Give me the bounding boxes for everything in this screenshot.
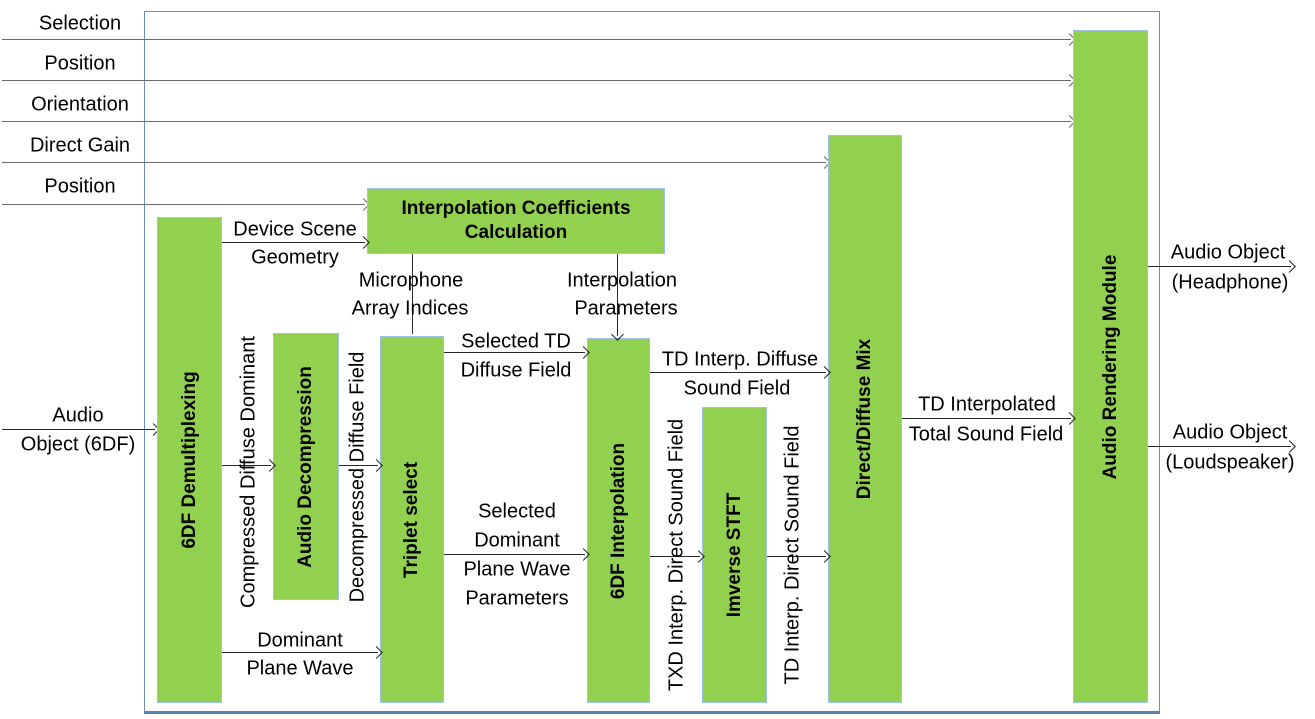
label-txd-interp-direct: TXD Interp. Direct Sound Field	[665, 418, 688, 692]
arrow-position-2	[2, 198, 370, 212]
arrow-compressed-diffuse-dominant	[222, 459, 276, 473]
block-inverse-stft-title: Imverse STFT	[723, 492, 745, 618]
connector-microphone-array-indices	[408, 254, 418, 336]
label-interp-params-line1: Interpolation	[566, 269, 678, 292]
label-loudspeaker-line1: Audio Object	[1172, 421, 1288, 444]
label-selected-td-line1: Selected TD	[461, 330, 571, 353]
arrow-orientation	[2, 115, 1076, 129]
label-device-scene-line1: Device Scene	[233, 218, 357, 241]
label-td-diffuse-line1: TD Interp. Diffuse	[661, 348, 819, 371]
label-headphone-line2: (Headphone)	[1171, 271, 1289, 294]
block-audio-rendering-module: Audio Rendering Module	[1073, 30, 1148, 703]
label-loudspeaker-line2: (Loudspeaker)	[1165, 451, 1295, 474]
label-td-total-line1: TD Interpolated	[918, 393, 1056, 416]
arrow-td-interp-direct	[767, 550, 831, 564]
arrow-td-interpolated-total	[902, 412, 1076, 426]
arrow-txd-interp-direct	[650, 550, 705, 564]
arrow-td-interp-diffuse	[650, 366, 831, 380]
arrow-audio-object-loudspeaker	[1148, 440, 1296, 454]
arrow-audio-object-6df	[2, 423, 160, 437]
block-triplet-select-title: Triplet select	[401, 461, 422, 578]
label-device-scene-line2: Geometry	[251, 246, 339, 269]
input-label-position: Position	[44, 52, 116, 75]
label-dominant-line1: Dominant	[257, 629, 343, 652]
input-label-direct-gain: Direct Gain	[29, 134, 131, 157]
arrow-direct-gain	[2, 156, 831, 170]
arrow-interpolation-parameters	[611, 254, 625, 341]
label-td-total-line2: Total Sound Field	[908, 423, 1064, 446]
label-selected-dominant-line3: Plane Wave	[463, 558, 571, 581]
arrow-audio-object-headphone	[1148, 260, 1296, 274]
arrow-selection	[2, 33, 1076, 47]
block-6df-demultiplexing-title: 6DF Demultiplexing	[178, 371, 200, 549]
label-td-interp-direct: TD Interp. Direct Sound Field	[781, 425, 804, 685]
label-dominant-line2: Plane Wave	[246, 657, 354, 680]
block-triplet-select: Triplet select	[380, 336, 444, 703]
source-label-line1: Audio	[52, 404, 104, 427]
label-headphone-line1: Audio Object	[1170, 241, 1286, 264]
label-compressed-diffuse-dominant: Compressed Diffuse Dominant	[237, 336, 260, 608]
arrow-selected-td-diffuse-field	[444, 346, 590, 360]
block-direct-diffuse-mix-title: Direct/Diffuse Mix	[854, 338, 875, 500]
block-audio-rendering-module-title: Audio Rendering Module	[1099, 254, 1121, 479]
block-direct-diffuse-mix: Direct/Diffuse Mix	[828, 135, 902, 703]
label-selected-dominant-line2: Dominant	[474, 529, 560, 552]
label-microphone-line2: Array Indices	[351, 297, 469, 320]
label-decompressed-diffuse-field: Decompressed Diffuse Field	[346, 351, 369, 603]
block-inverse-stft: Imverse STFT	[702, 407, 767, 703]
input-label-position-2: Position	[44, 175, 116, 198]
arrow-dominant-plane-wave	[222, 646, 383, 660]
label-selected-dominant-line1: Selected	[478, 500, 556, 523]
block-6df-interpolation: 6DF Interpolation	[587, 338, 650, 703]
label-microphone-line1: Microphone	[358, 269, 464, 292]
label-td-diffuse-line2: Sound Field	[683, 377, 791, 400]
input-label-orientation: Orientation	[31, 93, 129, 116]
input-label-selection: Selection	[38, 12, 122, 35]
block-audio-decompression: Audio Decompression	[273, 333, 339, 600]
block-icc-title: Interpolation Coefficients Calculation	[401, 198, 631, 243]
block-audio-decompression-title: Audio Decompression	[295, 365, 316, 568]
system-boundary-frame	[144, 11, 1160, 714]
arrow-device-scene-geometry	[222, 236, 370, 250]
source-label-line2: Object (6DF)	[20, 433, 136, 456]
block-interpolation-coefficients-calculation: Interpolation Coefficients Calculation	[367, 188, 665, 254]
label-selected-td-line2: Diffuse Field	[460, 359, 572, 382]
arrow-selected-dominant-parameters	[444, 548, 590, 562]
block-6df-demultiplexing: 6DF Demultiplexing	[157, 217, 222, 703]
arrow-decompressed-diffuse-field	[339, 459, 383, 473]
block-6df-interpolation-title: 6DF Interpolation	[607, 442, 629, 599]
label-interp-params-line2: Parameters	[574, 297, 678, 320]
label-selected-dominant-line4: Parameters	[465, 587, 569, 610]
arrow-position	[2, 74, 1076, 88]
